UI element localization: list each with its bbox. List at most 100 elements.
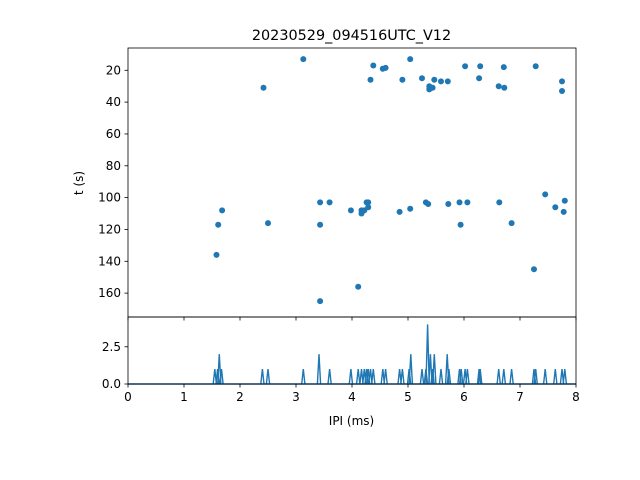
data-point: [456, 199, 463, 206]
histogram-spike: [400, 369, 405, 385]
data-point: [496, 199, 503, 206]
histogram-spike: [458, 369, 464, 385]
y-tick-label: 160: [98, 286, 121, 300]
data-point: [561, 197, 568, 204]
data-point: [215, 221, 222, 228]
top-y-axis-label: t (s): [72, 171, 86, 195]
data-point: [367, 76, 374, 83]
data-point: [560, 208, 567, 215]
histogram-spike: [553, 369, 558, 385]
data-point: [382, 64, 389, 71]
y-tick-label: 140: [98, 254, 121, 268]
y-tick-label: 2.5: [102, 340, 121, 354]
data-point: [559, 88, 565, 94]
data-point: [300, 56, 307, 63]
histogram-spike: [327, 369, 332, 385]
histogram-spike: [432, 354, 437, 385]
x-tick-label: 3: [292, 390, 300, 404]
data-point: [559, 78, 565, 85]
data-point: [419, 75, 425, 82]
y-tick-label: 120: [98, 222, 121, 236]
data-point: [532, 63, 539, 70]
data-point: [213, 251, 220, 258]
data-point: [425, 201, 432, 207]
data-point: [317, 298, 324, 305]
histogram-spike: [383, 369, 388, 385]
bottom-x-axis-label: IPI (ms): [329, 414, 374, 428]
histogram-spike: [371, 369, 376, 385]
histogram-spike: [533, 369, 538, 385]
histogram-spike: [501, 369, 507, 385]
histogram-spike: [355, 369, 361, 385]
histogram-spike: [476, 369, 482, 385]
y-tick-label: 60: [106, 127, 121, 141]
data-point: [457, 221, 464, 228]
histogram-spike: [446, 369, 452, 385]
histogram-spike: [425, 324, 430, 385]
scatter-frame: [127, 47, 577, 318]
x-tick-label: 6: [460, 390, 468, 404]
data-point: [500, 64, 507, 71]
histogram-spike: [562, 369, 568, 385]
histogram-spike: [301, 369, 306, 385]
data-point: [347, 207, 354, 214]
histogram-spike: [260, 369, 265, 385]
histogram-spike: [348, 369, 354, 385]
x-tick-label: 4: [348, 390, 356, 404]
histogram-spike: [496, 369, 501, 385]
histogram-spike: [219, 369, 224, 385]
data-point: [445, 201, 452, 207]
histogram-axes: 0 1 2 3 4 5 6 7 8 0.0 2.5: [102, 316, 580, 404]
data-point: [552, 204, 559, 211]
histogram-spikes: [128, 324, 576, 385]
data-point: [396, 208, 403, 215]
histogram-spike: [542, 369, 548, 385]
data-point: [365, 204, 372, 211]
data-point: [444, 78, 451, 85]
scatter-points: [213, 56, 568, 305]
data-point: [355, 283, 362, 290]
data-point: [407, 205, 414, 212]
x-tick-label: 2: [236, 390, 244, 404]
data-point: [501, 84, 508, 91]
histogram-spike: [408, 354, 414, 385]
data-point: [431, 76, 438, 83]
data-point: [265, 220, 271, 227]
scatter-axes: 20 40 60 80 100 120 140 160: [98, 47, 577, 321]
histogram-spike: [265, 369, 271, 385]
data-point: [495, 83, 502, 90]
histogram-spike: [419, 369, 425, 385]
chart-title: 20230529_094516UTC_V12: [252, 28, 451, 44]
data-point: [365, 199, 372, 206]
data-point: [464, 199, 471, 206]
data-point: [317, 199, 324, 206]
data-point: [429, 84, 436, 91]
y-tick-label: 0.0: [102, 377, 121, 391]
data-point: [370, 62, 377, 69]
histogram-spike: [509, 369, 514, 385]
y-tick-label: 20: [106, 63, 121, 77]
y-tick-label: 80: [106, 159, 121, 173]
data-point: [462, 63, 469, 70]
histogram-spike: [465, 369, 470, 385]
histogram-spike: [477, 369, 483, 385]
y-tick-label: 40: [106, 95, 121, 109]
data-point: [477, 63, 484, 70]
x-tick-label: 0: [124, 390, 132, 404]
x-tick-label: 1: [180, 390, 188, 404]
data-point: [260, 84, 267, 91]
y-tick-label: 100: [98, 191, 121, 205]
data-point: [219, 207, 226, 214]
x-tick-label: 8: [572, 390, 580, 404]
data-point: [476, 75, 483, 82]
histogram-spike: [316, 354, 322, 385]
data-point: [317, 221, 324, 228]
histogram-spike: [438, 369, 444, 385]
data-point: [438, 78, 444, 85]
data-point: [399, 76, 406, 83]
data-point: [407, 56, 414, 63]
data-point: [542, 191, 549, 198]
data-point: [508, 220, 515, 227]
x-tick-label: 5: [404, 390, 412, 404]
